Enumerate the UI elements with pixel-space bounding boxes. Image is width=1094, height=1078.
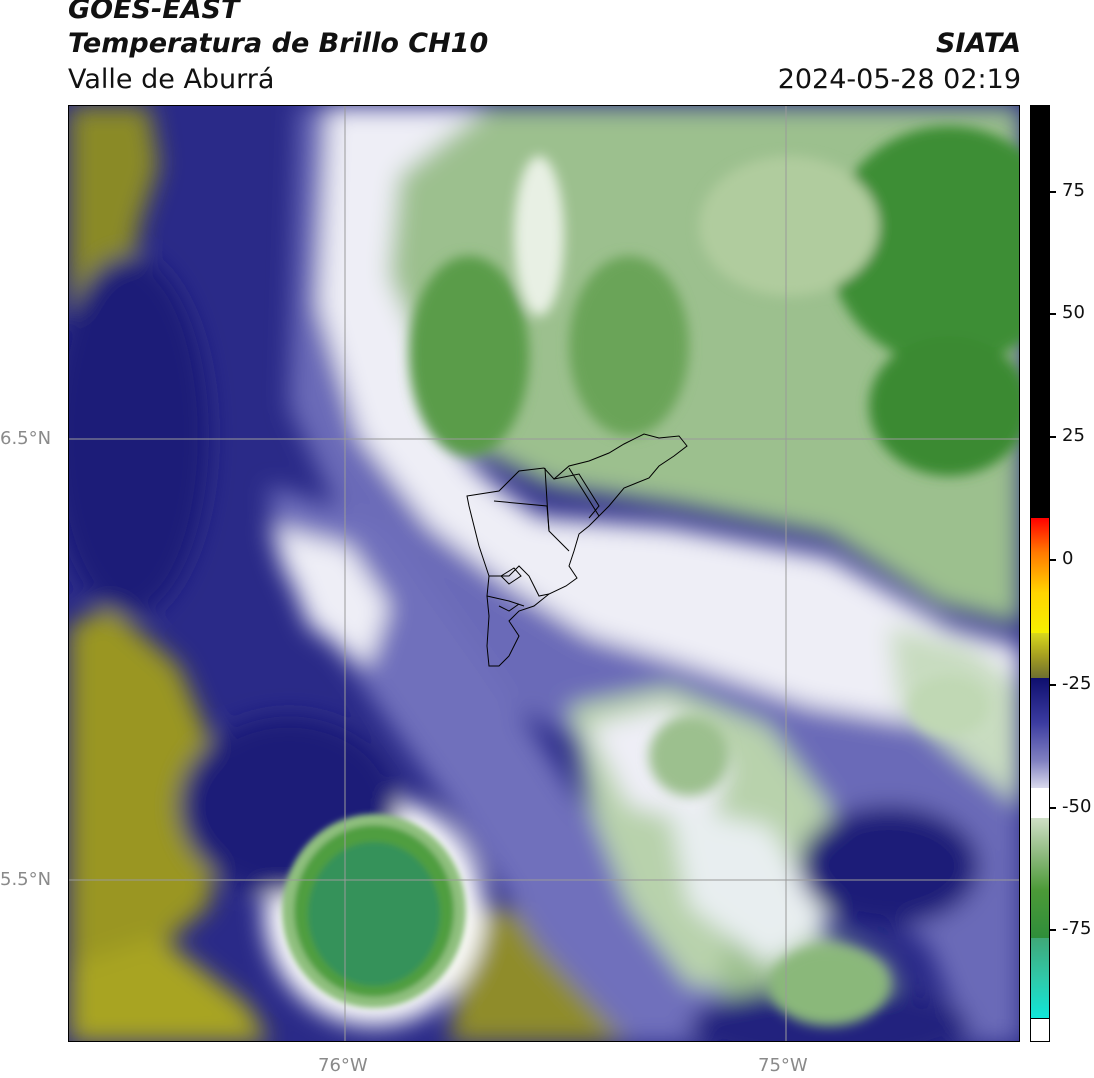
- colorbar-label-neg25: -25: [1062, 673, 1092, 694]
- colorbar-tick: [1050, 191, 1056, 193]
- lat-label-5-5: 5.5°N: [0, 869, 52, 890]
- lon-label-76w: 76°W: [318, 1055, 368, 1076]
- region-label: Valle de Aburrá: [68, 64, 275, 95]
- colorbar-label-neg50: -50: [1062, 796, 1092, 817]
- colorbar-label-25: 25: [1062, 425, 1085, 446]
- colorbar-tick: [1050, 684, 1056, 686]
- organization-label: SIATA: [935, 28, 1021, 59]
- colorbar-label-neg75: -75: [1062, 918, 1092, 939]
- satellite-map: [68, 105, 1020, 1042]
- colorbar-label-0: 0: [1062, 548, 1074, 569]
- colorbar: [1030, 105, 1050, 1042]
- colorbar-navy: [1031, 678, 1049, 788]
- municipality-boundaries: [466, 433, 688, 667]
- colorbar-tick: [1050, 559, 1056, 561]
- colorbar-teal: [1031, 938, 1049, 1018]
- timestamp-label: 2024-05-28 02:19: [777, 64, 1021, 95]
- colorbar-tick: [1050, 436, 1056, 438]
- colorbar-white: [1031, 788, 1049, 818]
- colorbar-warm: [1031, 518, 1049, 633]
- colorbar-olive: [1031, 633, 1049, 678]
- colorbar-under: [1031, 1018, 1049, 1041]
- lon-label-75w: 75°W: [758, 1055, 808, 1076]
- colorbar-tick: [1050, 929, 1056, 931]
- colorbar-green: [1031, 818, 1049, 938]
- colorbar-tick: [1050, 807, 1056, 809]
- lat-label-6-5: 6.5°N: [0, 428, 52, 449]
- colorbar-black: [1031, 106, 1049, 518]
- colorbar-label-75: 75: [1062, 180, 1085, 201]
- colorbar-tick: [1050, 313, 1056, 315]
- satellite-title: GOES-EAST: [68, 0, 240, 25]
- colorbar-label-50: 50: [1062, 302, 1085, 323]
- product-title: Temperatura de Brillo CH10: [68, 28, 489, 59]
- brightness-temperature-field: [69, 106, 1019, 1041]
- map-gridlines: [69, 106, 1019, 1041]
